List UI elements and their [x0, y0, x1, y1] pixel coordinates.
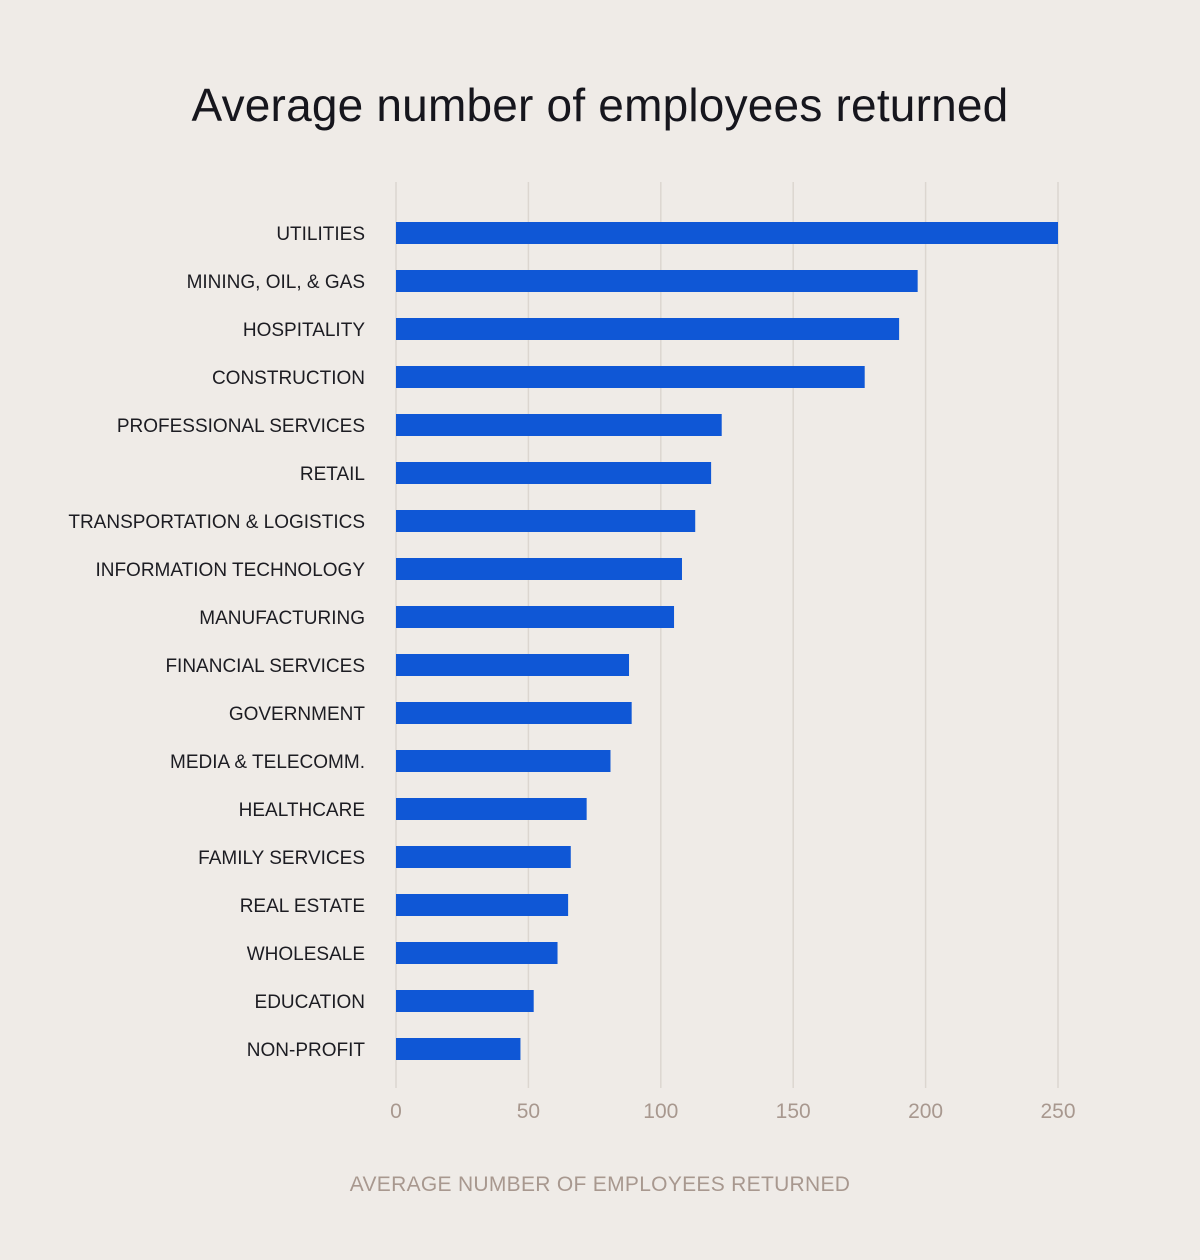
bars: [396, 222, 1058, 1060]
bar: [396, 414, 722, 436]
category-label: RETAIL: [300, 464, 365, 485]
bar: [396, 270, 918, 292]
category-label: HOSPITALITY: [243, 320, 365, 341]
bar: [396, 990, 534, 1012]
bar: [396, 846, 571, 868]
category-label: HEALTHCARE: [239, 800, 365, 821]
category-label: TRANSPORTATION & LOGISTICS: [68, 512, 365, 533]
bar: [396, 558, 682, 580]
bar: [396, 606, 675, 628]
bar: [396, 1038, 521, 1060]
bar: [396, 462, 712, 484]
x-axis-ticks: 0 50 100 150 200 250: [390, 1100, 1075, 1123]
category-label: MEDIA & TELECOMM.: [170, 752, 365, 773]
category-label: REAL ESTATE: [240, 896, 365, 917]
category-label: PROFESSIONAL SERVICES: [117, 416, 365, 437]
x-tick-label: 200: [908, 1100, 943, 1123]
category-label: CONSTRUCTION: [212, 368, 365, 389]
category-label: UTILITIES: [276, 224, 365, 245]
category-label: MANUFACTURING: [199, 608, 365, 629]
category-label: EDUCATION: [255, 992, 365, 1013]
category-label: FINANCIAL SERVICES: [165, 656, 365, 677]
category-label: MINING, OIL, & GAS: [187, 272, 365, 293]
bar: [396, 510, 696, 532]
bar: [396, 318, 900, 340]
bar: [396, 702, 632, 724]
category-label: GOVERNMENT: [229, 704, 366, 725]
category-label: NON-PROFIT: [247, 1040, 366, 1061]
bar: [396, 222, 1058, 244]
chart-title: Average number of employees returned: [191, 79, 1009, 131]
bar: [396, 366, 865, 388]
bar: [396, 942, 558, 964]
category-label: FAMILY SERVICES: [198, 848, 365, 869]
x-tick-label: 150: [776, 1100, 811, 1123]
x-tick-label: 0: [390, 1100, 402, 1123]
x-axis-title: AVERAGE NUMBER OF EMPLOYEES RETURNED: [350, 1173, 851, 1196]
x-tick-label: 100: [643, 1100, 678, 1123]
bar: [396, 798, 587, 820]
bar: [396, 894, 569, 916]
category-labels: UTILITIES MINING, OIL, & GAS HOSPITALITY CO…: [68, 224, 365, 1061]
category-label: INFORMATION TECHNOLOGY: [95, 560, 365, 581]
bar: [396, 750, 611, 772]
bar: [396, 654, 630, 676]
category-label: WHOLESALE: [247, 944, 365, 965]
x-tick-label: 250: [1040, 1100, 1075, 1123]
x-tick-label: 50: [517, 1100, 540, 1123]
